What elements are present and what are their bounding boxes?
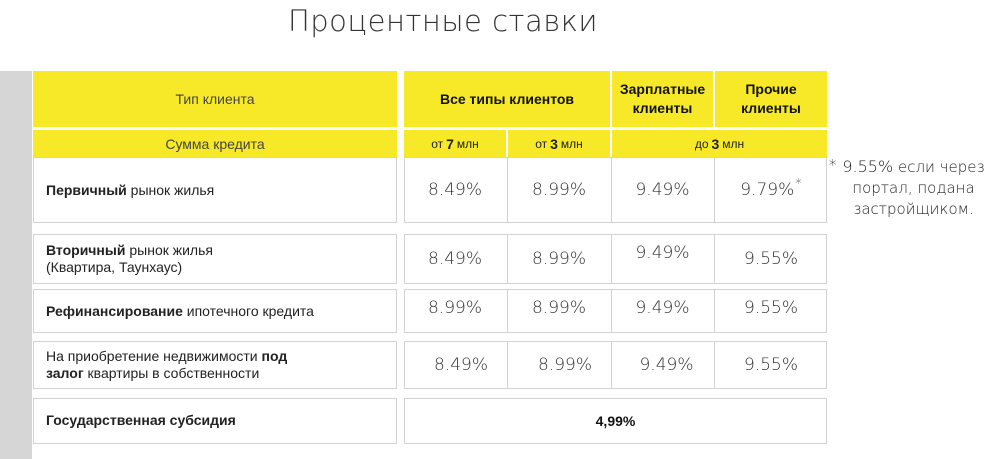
value-primary-all-3: 8.99% [531, 180, 586, 200]
row-label-refinance: Рефинансирование ипотечного кредита [33, 289, 397, 333]
row-label-primary: Первичный рынок жилья [33, 157, 397, 223]
row-secondary-line2: (Квартира, Таунхаус) [46, 259, 183, 275]
value-primary-all-7: 8.49% [427, 180, 482, 200]
header-from-3mln: от 3 млн [508, 130, 610, 157]
value-refinance-salary: 9.49% [635, 298, 690, 318]
sub-unit-upto: млн [722, 136, 745, 151]
page-title: Процентные ставки [287, 4, 599, 38]
row-secondary-bold: Вторичный [46, 242, 126, 258]
value-collateral-all-3: 8.99% [537, 355, 592, 375]
row-values-primary [404, 157, 827, 223]
header-upto-3mln: до 3 млн [612, 130, 827, 157]
header-salary-line1: Зарплатные [619, 81, 706, 97]
header-salary-line2: клиенты [632, 100, 693, 116]
sub-unit-7: млн [456, 136, 479, 151]
col-divider [714, 341, 715, 389]
footnote-line1-rest: если через [897, 158, 985, 176]
header-client-type: Тип клиента [33, 71, 397, 127]
header-loan-amount: Сумма кредита [33, 130, 397, 157]
sub-7: 7 [446, 135, 454, 152]
value-collateral-other: 9.55% [743, 355, 798, 375]
col-divider [507, 234, 508, 284]
footnote-line1: 9.55% если через [831, 156, 996, 178]
row-refinance-bold: Рефинансирование [46, 302, 183, 319]
header-other-line2: клиенты [741, 100, 801, 116]
row-values-refinance [404, 289, 827, 333]
value-subsidy: 4,99% [404, 398, 827, 444]
value-secondary-other: 9.55% [743, 249, 798, 269]
row-label-secondary: Вторичный рынок жилья (Квартира, Таунхау… [33, 234, 397, 284]
row-collateral-bold: под [261, 348, 288, 364]
side-bar [0, 71, 32, 459]
value-refinance-all-3: 8.99% [531, 298, 586, 318]
row-values-secondary [404, 234, 827, 284]
row-collateral-rest: квартиры в собственности [83, 365, 260, 381]
col-divider [714, 157, 715, 223]
row-primary-bold: Первичный [46, 181, 127, 198]
row-subsidy-bold: Государственная субсидия [46, 412, 236, 428]
sub-from-3: от [535, 136, 548, 151]
sub-upto-3: 3 [711, 135, 720, 152]
value-primary-other: 9.79% * [715, 157, 827, 223]
header-other-line1: Прочие [745, 81, 797, 97]
value-collateral-salary: 9.49% [639, 355, 694, 375]
value-refinance-all-7: 8.99% [427, 298, 482, 318]
footnote-line2: портал, подана [852, 179, 975, 197]
col-divider [611, 341, 612, 389]
col-divider [714, 234, 715, 284]
footnote-line3: застройщиком. [853, 200, 974, 218]
col-divider [611, 157, 612, 223]
header-from-7mln: от 7 млн [404, 130, 506, 157]
value-primary-salary: 9.49% [635, 180, 690, 200]
col-divider [507, 289, 508, 333]
col-divider [714, 289, 715, 333]
row-collateral-bold2: залог [46, 365, 84, 381]
footnote-rate: 9.55% [842, 157, 894, 176]
sub-3: 3 [550, 135, 558, 152]
footnote-star: * [829, 156, 837, 174]
row-values-collateral [404, 341, 827, 389]
value-collateral-all-7: 8.49% [433, 355, 488, 375]
value-secondary-all-3: 8.99% [531, 249, 586, 269]
value-primary-other-mark: * [795, 176, 802, 192]
row-refinance-rest: ипотечного кредита [182, 302, 314, 319]
row-label-subsidy: Государственная субсидия [33, 398, 397, 444]
sub-unit-3: млн [560, 136, 583, 151]
header-all-clients: Все типы клиентов [404, 71, 610, 127]
value-secondary-all-7: 8.49% [427, 249, 482, 269]
header-other-clients: Прочие клиенты [715, 71, 827, 127]
col-divider [507, 157, 508, 223]
row-collateral-pre: На приобретение недвижимости [46, 348, 262, 364]
col-divider [611, 289, 612, 333]
row-secondary-rest: рынок жилья [125, 242, 213, 258]
col-divider [611, 234, 612, 284]
row-primary-rest: рынок жилья [126, 181, 215, 198]
sub-upto: до [694, 136, 709, 151]
value-secondary-salary: 9.49% [635, 243, 690, 263]
sub-from-7: от [431, 136, 444, 151]
footnote: * 9.55% если через портал, подана застро… [829, 156, 996, 220]
value-primary-other-text: 9.79% [740, 180, 795, 200]
col-divider [507, 341, 508, 389]
header-salary-clients: Зарплатные клиенты [612, 71, 713, 127]
value-refinance-other: 9.55% [743, 298, 798, 318]
row-label-collateral: На приобретение недвижимости под залог к… [33, 341, 397, 389]
